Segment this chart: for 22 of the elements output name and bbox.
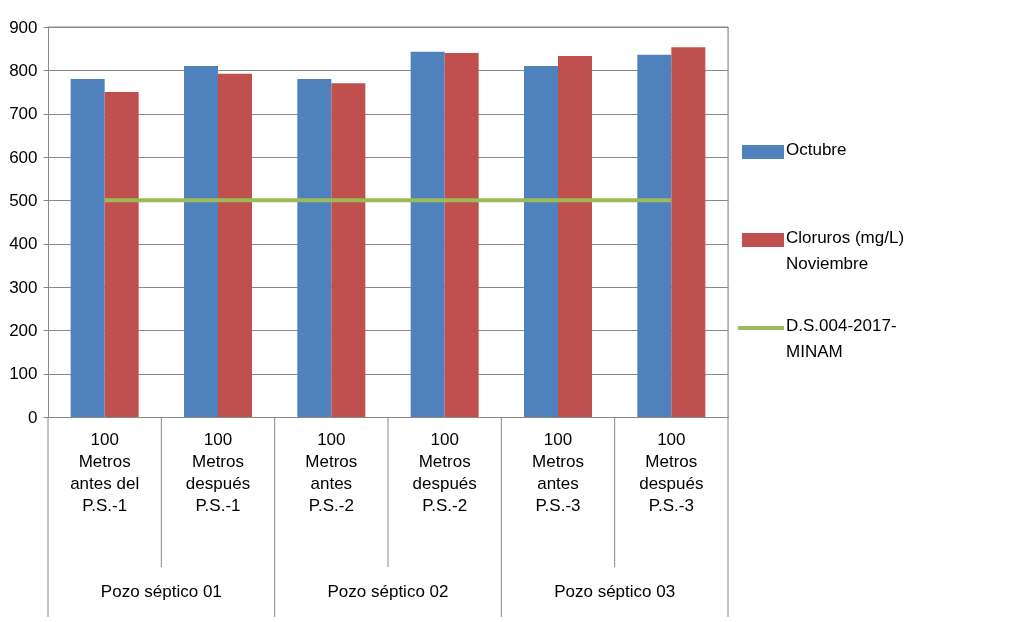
y-tick-label: 300: [9, 277, 38, 297]
y-tick-label: 600: [9, 147, 38, 167]
x-tick-label: 100 Metros después P.S.-2: [412, 429, 477, 515]
text: Pozo séptico 03: [554, 582, 676, 601]
legend-label: Cloruros (mg/L) Noviembre: [786, 228, 905, 273]
y-tick-label: 700: [9, 104, 38, 124]
x-tick-label: 100 Metros después P.S.-1: [185, 429, 251, 515]
legend-label: D.S.004-2017-MINAM: [786, 316, 897, 361]
y-tick-label: 500: [9, 190, 38, 210]
x-tick-label: 100 Metros antes del P.S.-1: [70, 429, 140, 515]
y-tick-label: 900: [9, 17, 38, 37]
text: Pozo séptico 02: [327, 582, 449, 601]
x-tick-label: 100 Metros después P.S.-3: [639, 429, 704, 515]
text: Pozo séptico 01: [100, 582, 222, 601]
y-tick-label: 100: [9, 364, 38, 384]
y-tick-label: 200: [9, 320, 38, 340]
y-tick-label: 800: [9, 60, 38, 80]
y-tick-label: 400: [9, 234, 38, 254]
x-tick-label: 100 Metros antes P.S.-3: [532, 429, 584, 515]
x-tick-label: 100 Metros antes P.S.-2: [305, 429, 358, 515]
y-tick-label: 0: [28, 407, 38, 427]
legend-label: Octubre: [786, 140, 847, 159]
